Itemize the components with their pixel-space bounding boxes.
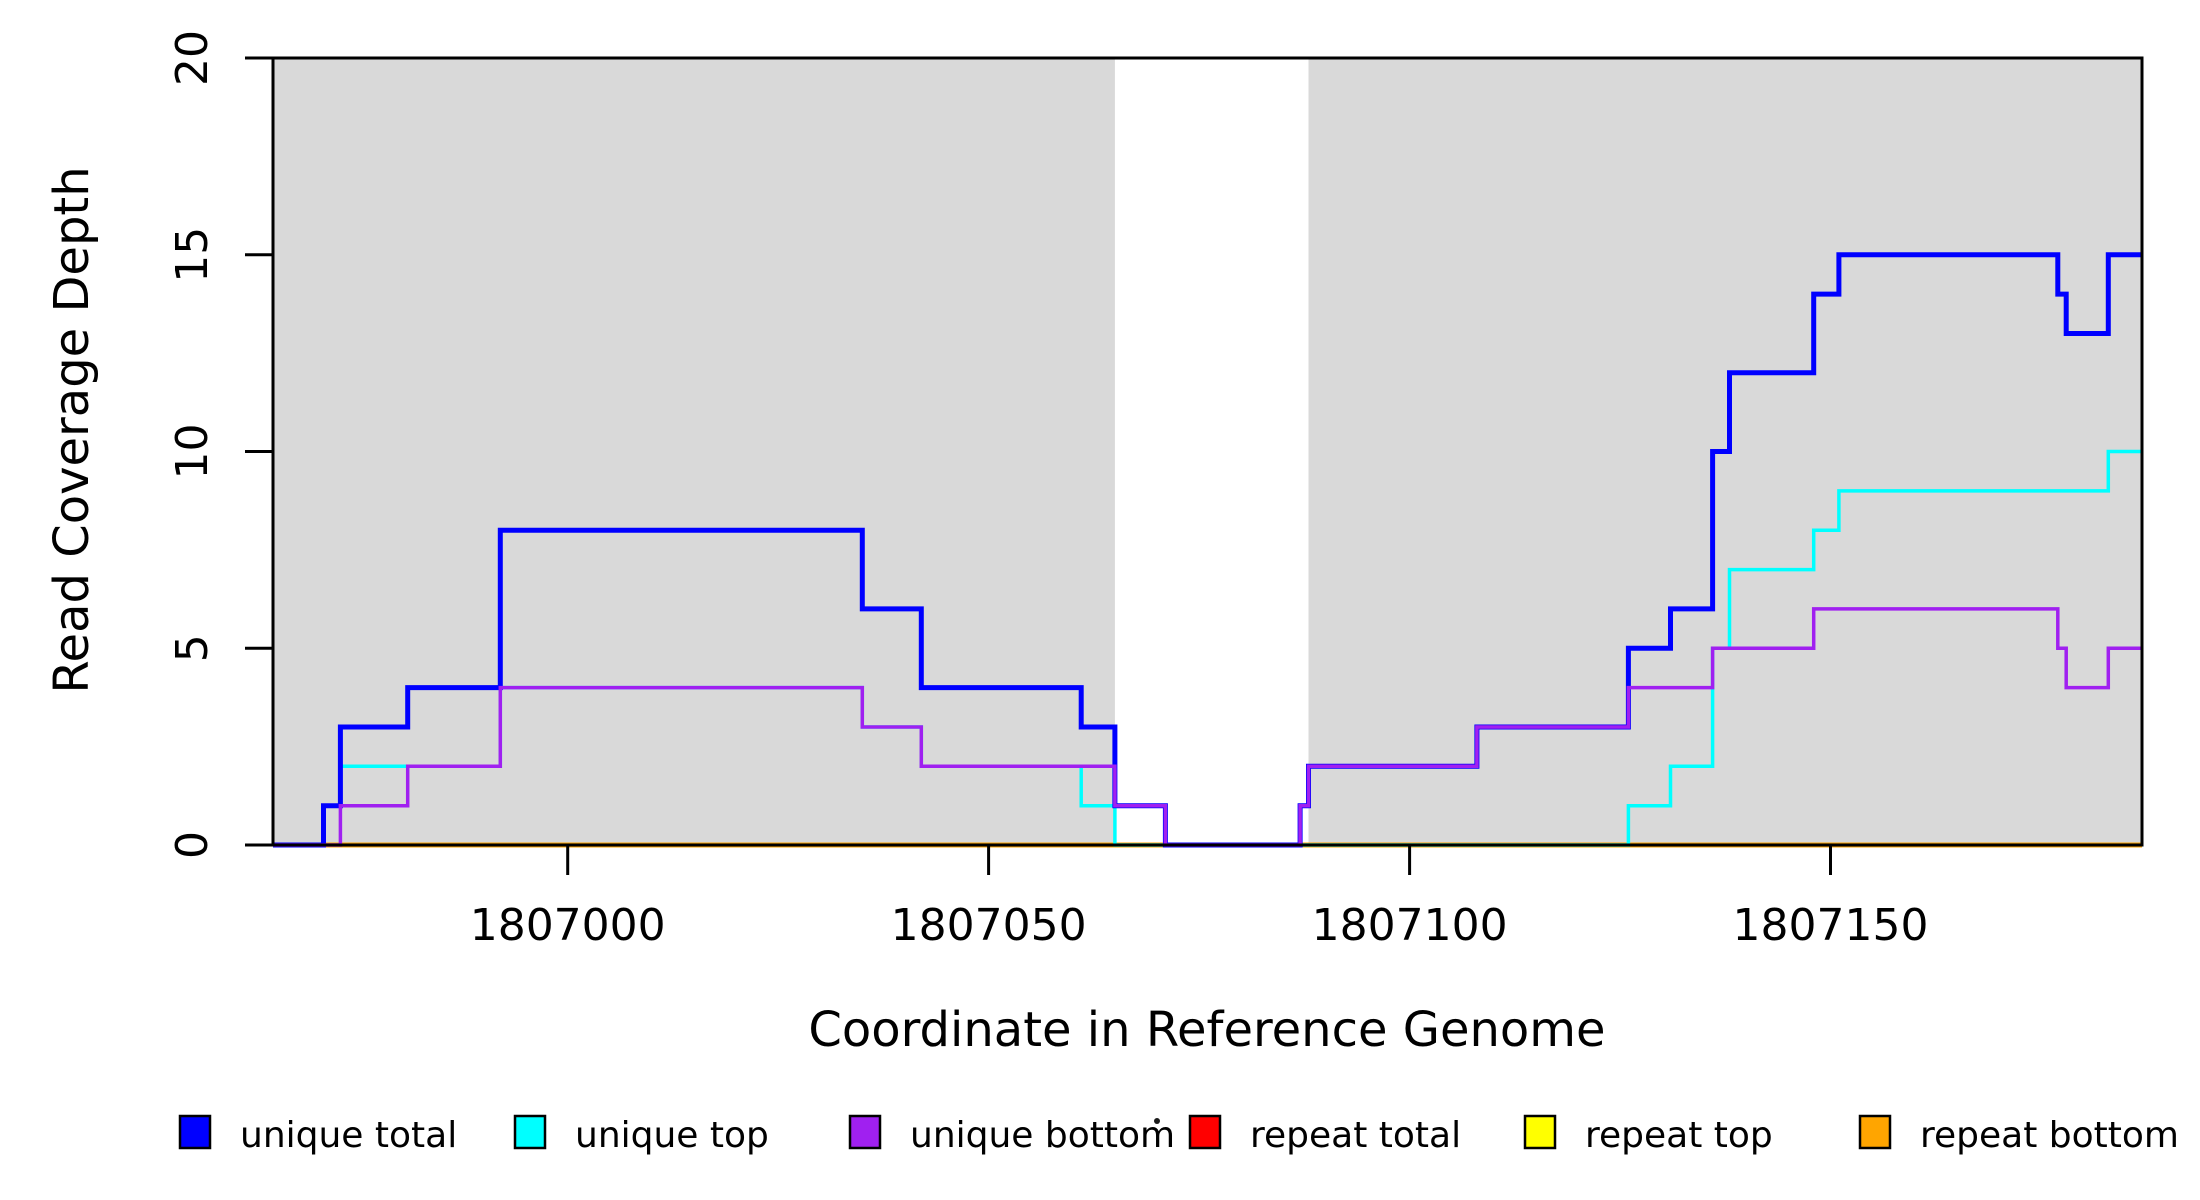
legend-label-repeat-top: repeat top	[1585, 1115, 1773, 1156]
x-tick-label: 1807000	[470, 900, 666, 951]
stray-dot	[1154, 1118, 1160, 1124]
shaded-region	[273, 58, 1115, 845]
y-tick-label: 5	[167, 634, 218, 662]
legend-item-repeat-bottom: repeat bottom	[1858, 1114, 2179, 1156]
y-tick-label: 0	[167, 831, 218, 859]
legend-label-unique-top: unique top	[575, 1115, 769, 1156]
x-tick-label: 1807050	[891, 900, 1087, 951]
y-axis-ticks: 0 5 10 15 20	[167, 30, 272, 859]
x-axis-ticks: 1807000 1807050 1807100 1807150	[470, 845, 1929, 951]
y-axis-title: Read Coverage Depth	[44, 166, 100, 693]
legend-item-repeat-top: repeat top	[1523, 1114, 1773, 1156]
shaded-regions	[273, 58, 2142, 845]
x-tick-label: 1807100	[1312, 900, 1508, 951]
y-tick-label: 15	[167, 227, 218, 283]
y-tick-label: 20	[167, 30, 218, 86]
legend-item-repeat-total: repeat total	[1188, 1114, 1461, 1156]
x-tick-label: 1807150	[1733, 900, 1929, 951]
legend-label-unique-total: unique total	[240, 1115, 457, 1156]
legend-swatch-unique-total	[178, 1114, 212, 1150]
legend-label-repeat-bottom: repeat bottom	[1920, 1115, 2179, 1156]
legend-swatch-repeat-total	[1188, 1114, 1222, 1150]
legend-label-unique-bottom: unique bottom	[910, 1115, 1175, 1156]
series-unique-bottom	[273, 607, 2142, 847]
legend-item-unique-total: unique total	[178, 1114, 457, 1156]
legend-swatch-repeat-bottom	[1858, 1114, 1892, 1150]
legend-label-repeat-total: repeat total	[1250, 1115, 1461, 1156]
legend: unique total unique top unique bottom re…	[178, 1114, 2179, 1156]
legend-item-unique-bottom: unique bottom	[848, 1114, 1175, 1156]
legend-swatch-repeat-top	[1523, 1114, 1557, 1150]
x-axis-title: Coordinate in Reference Genome	[808, 1002, 1605, 1058]
legend-item-unique-top: unique top	[513, 1114, 769, 1156]
legend-swatch-unique-top	[513, 1114, 547, 1150]
y-tick-label: 10	[167, 424, 218, 480]
plot-border	[271, 56, 2144, 847]
legend-swatch-unique-bottom	[848, 1114, 882, 1150]
